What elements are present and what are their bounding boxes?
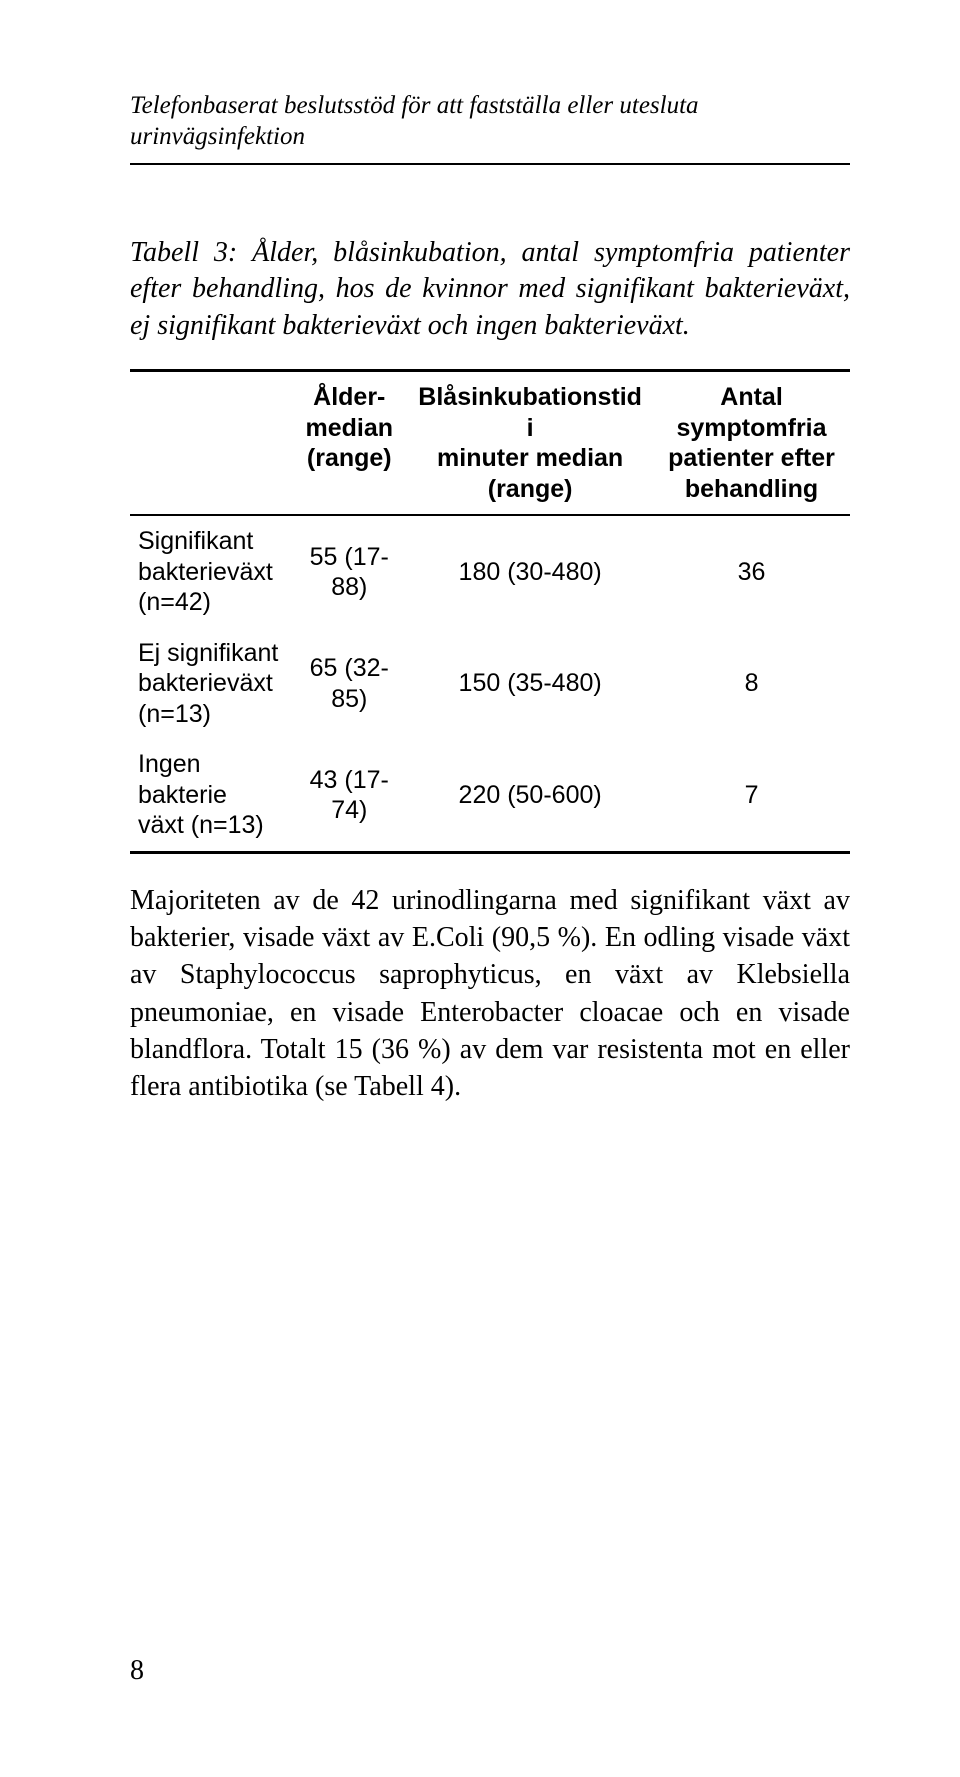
body-paragraph: Majoriteten av de 42 urinodlingarna med … <box>130 882 850 1105</box>
cell-age: 43 (17-74) <box>291 739 407 852</box>
row-label: Ingen bakterie växt (n=13) <box>130 739 291 852</box>
table-row: Ingen bakterie växt (n=13) 43 (17-74) 22… <box>130 739 850 852</box>
row-label: Signifikant bakterieväxt (n=42) <box>130 515 291 628</box>
cell-symptomfree: 36 <box>653 515 850 628</box>
cell-age: 65 (32-85) <box>291 628 407 740</box>
cell-incubation: 150 (35-480) <box>407 628 653 740</box>
cell-symptomfree: 7 <box>653 739 850 852</box>
running-header: Telefonbaserat beslutsstöd för att fasts… <box>130 90 850 165</box>
table-header-row: Ålder- median (range) Blåsinkubationstid… <box>130 371 850 516</box>
table-row: Signifikant bakterieväxt (n=42) 55 (17-8… <box>130 515 850 628</box>
cell-age: 55 (17-88) <box>291 515 407 628</box>
cell-incubation: 180 (30-480) <box>407 515 653 628</box>
table-header-blank <box>130 371 291 516</box>
table-caption: Tabell 3: Ålder, blåsinkubation, antal s… <box>130 235 850 346</box>
cell-incubation: 220 (50-600) <box>407 739 653 852</box>
table-header-age: Ålder- median (range) <box>291 371 407 516</box>
data-table: Ålder- median (range) Blåsinkubationstid… <box>130 369 850 854</box>
page-number: 8 <box>130 1655 144 1687</box>
table-header-incubation: Blåsinkubationstid i minuter median (ran… <box>407 371 653 516</box>
row-label: Ej signifikant bakterieväxt (n=13) <box>130 628 291 740</box>
cell-symptomfree: 8 <box>653 628 850 740</box>
table-header-symptomfree: Antal symptomfria patienter efter behand… <box>653 371 850 516</box>
table-row: Ej signifikant bakterieväxt (n=13) 65 (3… <box>130 628 850 740</box>
page: Telefonbaserat beslutsstöd för att fasts… <box>0 0 960 1777</box>
